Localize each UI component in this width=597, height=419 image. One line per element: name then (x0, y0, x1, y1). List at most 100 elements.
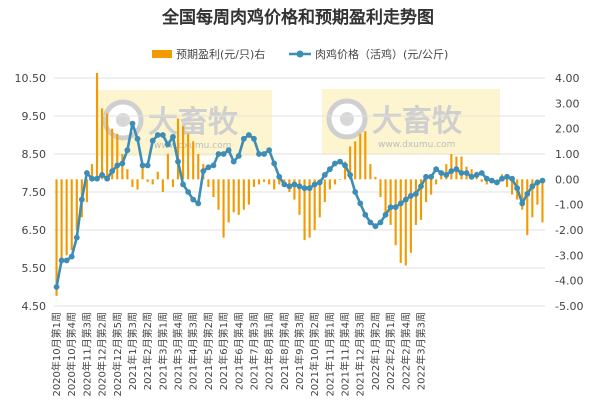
profit-bar (293, 179, 296, 200)
x-axis-tick-label: 2020年10月第4周 (65, 312, 78, 397)
profit-bar (384, 179, 387, 213)
profit-bar (222, 179, 225, 238)
price-point (63, 257, 70, 264)
profit-bar (308, 179, 311, 238)
price-point (114, 162, 121, 169)
profit-bar (75, 179, 78, 230)
price-point (210, 162, 217, 169)
x-axis-tick-label: 2021年9月第3周 (293, 312, 306, 390)
price-point (215, 151, 222, 157)
price-point (109, 168, 116, 175)
right-axis-tick-label: -4.00 (555, 275, 583, 288)
left-axis-tick-label: 10.50 (15, 72, 47, 85)
profit-bar (389, 179, 392, 225)
x-axis-tick-label: 2020年12月第2周 (96, 312, 109, 397)
price-point (73, 234, 80, 241)
x-axis-tick-label: 2022年2月第1周 (384, 312, 397, 390)
profit-bar (379, 179, 382, 198)
profit-bar (95, 72, 99, 180)
price-point (347, 172, 354, 178)
price-point (296, 183, 303, 190)
profit-bar (197, 154, 200, 180)
price-point (68, 253, 75, 260)
profit-bar (323, 179, 326, 203)
right-axis-tick-label: -1.00 (555, 199, 583, 212)
price-point (266, 147, 273, 154)
price-point (483, 175, 490, 182)
price-point (149, 137, 156, 144)
price-point (352, 189, 359, 195)
profit-bar (257, 179, 261, 185)
profit-bar (349, 146, 352, 180)
profit-bar (70, 179, 73, 251)
price-point (473, 172, 480, 178)
right-axis-tick-label: 1.00 (555, 148, 580, 161)
legend-line-marker (296, 50, 304, 58)
price-point (175, 158, 181, 165)
profit-bar (531, 179, 534, 218)
profit-bar (247, 179, 250, 205)
x-axis-tick-label: 2021年3月第1周 (156, 312, 169, 390)
price-point (458, 170, 465, 176)
profit-bar (161, 179, 164, 192)
watermark-text: 大畜牧 (372, 104, 463, 139)
price-point (529, 183, 536, 190)
profit-bar (166, 154, 169, 180)
profit-bar (318, 179, 321, 218)
profit-bar (263, 179, 266, 182)
axes-layer: 4.50 5.50 6.50 7.50 8.50 9.50 10.50 4.00 3.00 2.0… (15, 72, 584, 397)
profit-bar (131, 179, 134, 187)
right-axis-tick-label: -3.00 (555, 249, 583, 262)
right-axis-tick-label: 2.00 (555, 123, 580, 136)
price-point (180, 181, 186, 188)
right-axis-tick-label: 3.00 (555, 97, 580, 110)
profit-bar (227, 179, 230, 223)
profit-bar (232, 179, 235, 213)
profit-bar (268, 179, 271, 185)
x-axis-tick-label: 2022年1月第2周 (369, 312, 382, 390)
left-axis-tick-label: 5.50 (22, 262, 47, 275)
profit-bar (151, 179, 154, 185)
price-point (240, 135, 247, 142)
price-point (413, 191, 419, 197)
profit-bar (136, 179, 139, 190)
price-point (286, 183, 293, 190)
price-point (468, 173, 475, 180)
price-point (326, 166, 333, 173)
price-point (382, 211, 389, 218)
price-point (433, 166, 440, 173)
left-axis-tick-label: 6.50 (22, 224, 47, 237)
price-point (438, 170, 445, 176)
profit-bar (273, 179, 276, 190)
grid-layer (54, 77, 545, 307)
price-point (372, 223, 379, 230)
profit-bar (460, 156, 463, 180)
price-point (504, 173, 510, 180)
legend-bar-swatch (152, 50, 172, 58)
price-point (321, 172, 328, 178)
x-axis-tick-label: 2021年4月第3周 (187, 312, 200, 390)
price-point (235, 153, 242, 159)
profit-bar (374, 176, 377, 180)
price-point (281, 181, 288, 188)
profit-bar (541, 179, 544, 223)
price-point (514, 185, 521, 192)
profit-bar (182, 126, 185, 180)
profit-bar (217, 179, 220, 210)
price-point (84, 170, 90, 176)
price-point (245, 132, 252, 138)
x-axis-tick-label: 2020年10月第1周 (50, 312, 63, 397)
profit-bar (116, 133, 119, 180)
profit-bar (536, 179, 539, 205)
price-point (443, 172, 450, 178)
price-point (377, 219, 384, 226)
price-point (499, 175, 505, 182)
price-point (139, 162, 146, 169)
profit-bar (404, 179, 407, 266)
x-axis-tick-label: 2021年6月第1周 (217, 312, 230, 390)
profit-bar (414, 179, 417, 225)
profit-bar (445, 164, 448, 180)
profit-bar (435, 179, 438, 185)
